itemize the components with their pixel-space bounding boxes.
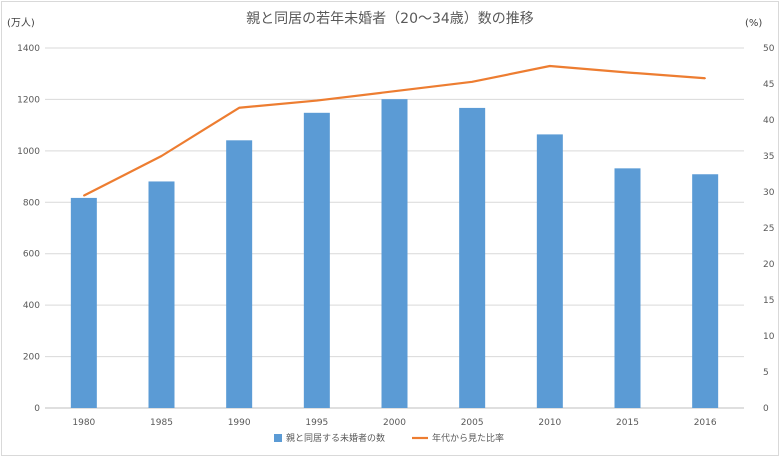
y-left-tick-label: 600 <box>23 250 40 260</box>
bar <box>614 168 641 408</box>
x-tick-label: 2010 <box>538 418 561 428</box>
bar <box>226 140 253 409</box>
legend: 親と同居する未婚者の数 年代から見た比率 <box>274 432 504 444</box>
y-right-tick-label: 50 <box>763 44 775 54</box>
bar-series <box>70 99 719 409</box>
bar <box>459 107 486 409</box>
line-point <box>316 99 318 102</box>
y-right-tick-label: 5 <box>763 368 769 378</box>
y-left-tick-label: 0 <box>34 404 40 414</box>
legend-bar-swatch <box>274 434 282 442</box>
bar <box>536 134 563 408</box>
x-tick-label: 2000 <box>383 418 406 428</box>
x-tick-label: 2015 <box>616 418 639 428</box>
line-point <box>238 106 240 109</box>
y-right-tick-label: 0 <box>763 404 769 414</box>
x-tick-label: 1980 <box>72 418 95 428</box>
bar <box>148 181 175 408</box>
y-right-tick-label: 30 <box>763 188 775 198</box>
y-right-tick-label: 45 <box>763 80 774 90</box>
chart-title: 親と同居の若年未婚者（20～34歳）数の推移 <box>246 11 534 27</box>
x-tick-label: 1985 <box>150 418 173 428</box>
bar <box>303 112 330 409</box>
y-left-tick-label: 200 <box>23 353 40 363</box>
y-right-tick-label: 40 <box>763 116 775 126</box>
y-right-tick-label: 10 <box>763 332 775 342</box>
line-point <box>83 194 85 197</box>
x-tick-label: 1995 <box>305 418 328 428</box>
y-left-tick-label: 1000 <box>17 147 40 157</box>
line-point <box>393 90 396 92</box>
y-left-tick-label: 1400 <box>17 44 40 54</box>
bar <box>70 197 97 408</box>
x-tick-label: 2016 <box>694 418 717 428</box>
line-point <box>549 65 551 67</box>
y-left-tick-label: 1200 <box>17 95 40 105</box>
x-tick-label: 2005 <box>461 418 484 428</box>
y-right-tick-label: 15 <box>763 296 774 306</box>
x-tick-label: 1990 <box>228 418 251 428</box>
legend-line-label: 年代から見た比率 <box>432 432 504 444</box>
legend-bar-label: 親と同居する未婚者の数 <box>286 432 385 444</box>
line-series <box>83 64 706 197</box>
bar <box>381 99 408 409</box>
y-right-tick-label: 20 <box>763 260 775 270</box>
line-point <box>471 81 473 83</box>
y-right-tick-label: 25 <box>763 224 774 234</box>
bar <box>692 174 719 408</box>
line-point <box>626 71 629 74</box>
y-left-tick-label: 800 <box>23 198 40 208</box>
line-point <box>704 77 706 80</box>
y-axis-right-unit: (%) <box>745 18 762 29</box>
y-axis-left-unit: (万人) <box>7 17 35 29</box>
axes: 0 200 400 600 800 1000 1200 1400 0 5 10 15 20 25 30 35 4… <box>17 44 775 428</box>
y-left-tick-label: 400 <box>23 301 40 311</box>
line-point <box>160 155 163 157</box>
y-right-tick-label: 35 <box>763 152 774 162</box>
